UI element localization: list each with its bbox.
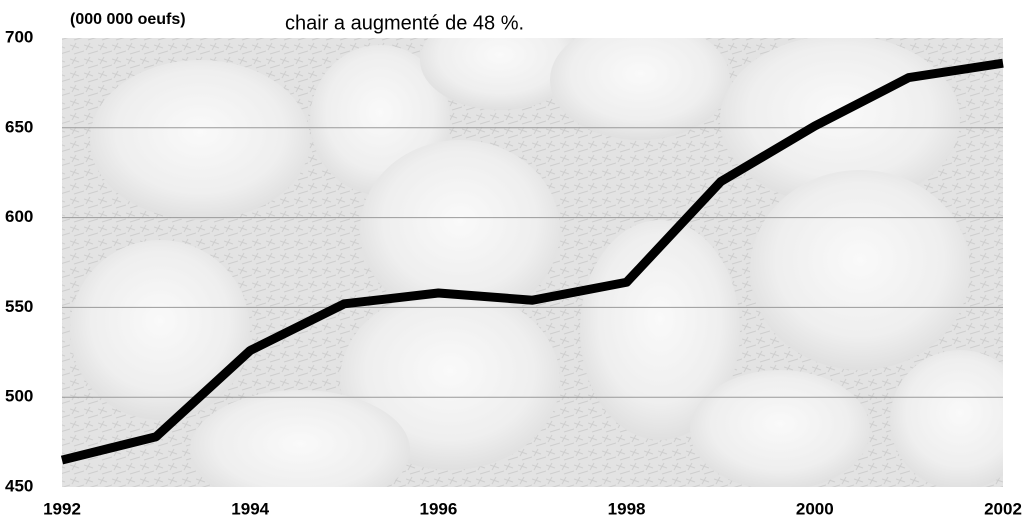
y-axis-label: (000 000 oeufs) bbox=[70, 11, 186, 28]
annotation: chair a augmenté de 48 %. bbox=[285, 12, 524, 34]
x-tick-label: 2000 bbox=[796, 499, 834, 518]
y-tick-label: 600 bbox=[5, 207, 33, 226]
y-tick-label: 450 bbox=[5, 476, 33, 495]
background-photo bbox=[62, 38, 1003, 487]
x-tick-label: 1994 bbox=[231, 499, 269, 518]
data-line bbox=[60, 58, 1004, 465]
x-tick-label: 1992 bbox=[43, 499, 81, 518]
x-tick-label: 1998 bbox=[608, 499, 646, 518]
y-tick-label: 500 bbox=[5, 387, 33, 406]
x-tick-label: 2002 bbox=[984, 499, 1022, 518]
x-tick-label: 1996 bbox=[419, 499, 457, 518]
y-tick-label: 550 bbox=[5, 297, 33, 316]
y-tick-label: 700 bbox=[5, 27, 33, 46]
y-tick-label: 650 bbox=[5, 117, 33, 136]
